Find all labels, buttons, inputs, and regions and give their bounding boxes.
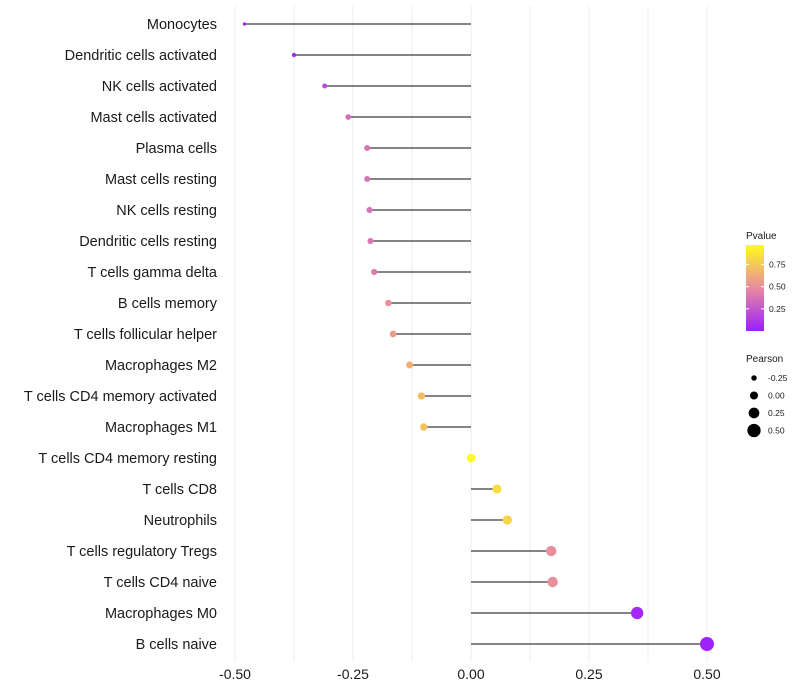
category-label: Macrophages M0 <box>105 606 217 622</box>
category-label: T cells CD4 memory resting <box>38 451 217 467</box>
data-point <box>547 576 558 588</box>
data-point <box>700 637 714 651</box>
pvalue-legend-title: Pvalue <box>746 231 777 242</box>
data-point <box>322 83 328 89</box>
data-point <box>242 22 247 26</box>
category-label: T cells CD4 naive <box>104 575 217 591</box>
category-label: T cells follicular helper <box>74 327 217 343</box>
category-label: Plasma cells <box>136 141 217 157</box>
category-label: NK cells resting <box>116 203 217 219</box>
x-tick-label: -0.50 <box>219 666 251 682</box>
data-point <box>371 268 378 276</box>
category-label: B cells naive <box>136 637 217 653</box>
category-label: T cells CD8 <box>142 482 217 498</box>
data-point <box>345 114 352 120</box>
pvalue-colorbar <box>746 245 764 331</box>
pearson-size-label: 0.25 <box>768 408 785 418</box>
pearson-size-key <box>749 391 759 400</box>
data-point <box>367 237 374 245</box>
x-tick-label: 0.00 <box>457 666 484 682</box>
pvalue-tick-label: 0.50 <box>769 282 786 292</box>
category-label: Dendritic cells activated <box>65 48 217 64</box>
category-label: Neutrophils <box>144 513 217 529</box>
data-point <box>364 175 371 183</box>
pearson-size-key <box>747 423 761 438</box>
pearson-size-label: -0.25 <box>768 373 788 383</box>
pearson-size-label: 0.50 <box>768 426 785 436</box>
category-label: Dendritic cells resting <box>79 234 217 250</box>
x-axis-ticks: -0.50 -0.25 0.00 0.25 0.50 <box>219 666 721 682</box>
pearson-size-key <box>748 407 760 419</box>
x-tick-label: -0.25 <box>337 666 369 682</box>
data-point <box>630 606 644 620</box>
x-tick-label: 0.25 <box>575 666 602 682</box>
data-point <box>492 484 502 494</box>
pearson-size-key <box>751 375 757 381</box>
category-label: Macrophages M1 <box>105 420 217 436</box>
pvalue-tick-label: 0.75 <box>769 260 786 270</box>
category-label: T cells regulatory Tregs <box>67 544 217 560</box>
data-point <box>406 361 414 369</box>
points <box>242 22 714 651</box>
category-label: Macrophages M2 <box>105 358 217 374</box>
data-point <box>366 206 373 214</box>
legend: Pvalue 0.25 0.50 0.75 Pearson -0.25 0.00 0.25 0.… <box>746 231 788 438</box>
data-point <box>417 392 426 400</box>
category-label: Mast cells resting <box>105 172 217 188</box>
stems <box>244 23 707 645</box>
data-point <box>466 453 476 463</box>
category-label: T cells gamma delta <box>88 265 218 281</box>
category-label: T cells CD4 memory activated <box>24 389 217 405</box>
data-point <box>385 299 392 307</box>
data-point <box>546 545 557 557</box>
category-label: Mast cells activated <box>90 110 217 126</box>
category-label: Monocytes <box>147 17 217 33</box>
data-point <box>364 144 371 152</box>
data-point <box>420 423 428 431</box>
pearson-legend-title: Pearson <box>746 354 783 365</box>
category-label: B cells memory <box>118 296 218 312</box>
data-point <box>389 330 397 338</box>
x-tick-label: 0.50 <box>693 666 720 682</box>
y-axis-labels: Monocytes Dendritic cells activated NK cel… <box>24 17 218 653</box>
pearson-size-label: 0.00 <box>768 391 785 401</box>
category-label: NK cells activated <box>102 79 217 95</box>
pvalue-tick-label: 0.25 <box>769 304 786 314</box>
data-point <box>291 52 297 58</box>
data-point <box>502 515 513 525</box>
